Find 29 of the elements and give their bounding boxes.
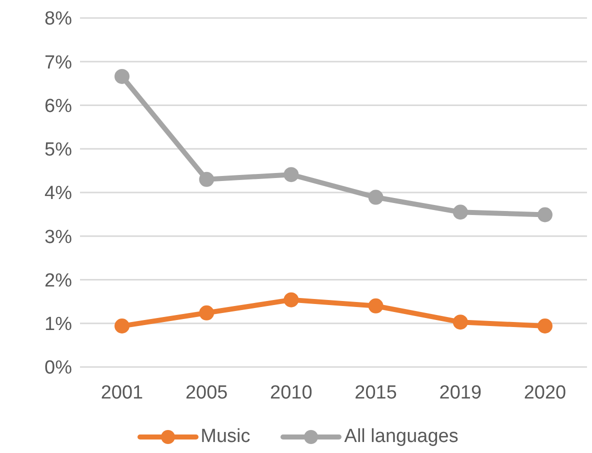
point	[199, 305, 214, 320]
point	[114, 318, 130, 334]
x-tick-label: 2010	[270, 382, 312, 404]
y-tick-label: 1%	[44, 314, 72, 336]
y-tick-label: 4%	[44, 183, 72, 204]
y-tick-label: 6%	[44, 96, 72, 117]
y-tick-label: 8%	[44, 8, 72, 30]
x-tick-label: 2015	[354, 382, 397, 404]
x-tick-label: 2001	[100, 382, 144, 404]
point	[199, 172, 214, 187]
x-tick-label: 2005	[185, 382, 228, 404]
x-tick-label: 2020	[524, 382, 566, 404]
legend-label: Music	[200, 426, 250, 448]
point	[538, 207, 552, 222]
y-tick-label: 5%	[44, 140, 72, 161]
point	[368, 298, 384, 314]
point	[284, 167, 299, 182]
y-tick-label: 2%	[44, 270, 72, 292]
y-tick-label: 7%	[44, 52, 72, 74]
point	[538, 318, 552, 334]
point	[452, 314, 468, 330]
point	[114, 68, 130, 84]
legend-label: All languages	[344, 426, 458, 448]
point	[452, 204, 468, 220]
point	[368, 190, 384, 205]
y-tick-label: 3%	[44, 226, 72, 248]
point	[284, 292, 299, 308]
x-tick-label: 2019	[439, 382, 482, 404]
y-tick-label: 0%	[44, 358, 72, 379]
